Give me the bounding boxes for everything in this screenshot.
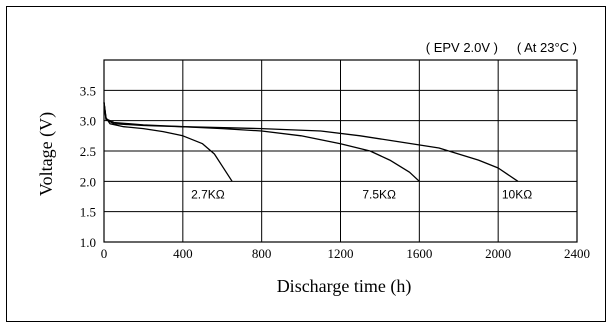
x-tick-label: 0 [101,246,108,261]
y-tick-label: 3.5 [80,83,96,98]
annotation-temperature: ( At 23°C ) [517,40,577,55]
x-tick-label: 400 [173,246,193,261]
y-tick-label: 1.0 [80,235,96,250]
series-label: 7.5KΩ [362,187,396,201]
x-tick-label: 2000 [485,246,511,261]
series-lines [103,102,519,182]
y-tick-label: 2.5 [80,144,96,159]
y-tick-label: 3.0 [80,114,96,129]
y-axis-label: Voltage (V) [36,112,57,196]
series-line-2.7KΩ [103,102,233,182]
x-tick-labels: 0 400 800 1200 1600 2000 2400 [101,246,590,261]
series-label: 10KΩ [502,187,532,201]
plot-area [103,59,578,243]
annotation-epv: ( EPV 2.0V ) [426,40,498,55]
x-axis-label: Discharge time (h) [277,276,412,297]
series-line-10KΩ [103,102,519,182]
y-tick-labels: 1.0 1.5 2.0 2.5 3.0 3.5 [80,83,96,250]
series-line-7.5KΩ [103,102,420,182]
x-tick-label: 1600 [406,246,432,261]
series-label: 2.7KΩ [191,187,225,201]
series-labels: 2.7KΩ 7.5KΩ 10KΩ [191,187,532,201]
grid [104,60,577,242]
y-tick-label: 1.5 [80,205,96,220]
chart-frame [6,6,606,322]
x-tick-label: 2400 [564,246,590,261]
x-tick-label: 1200 [328,246,354,261]
x-tick-label: 800 [252,246,272,261]
y-tick-label: 2.0 [80,174,96,189]
